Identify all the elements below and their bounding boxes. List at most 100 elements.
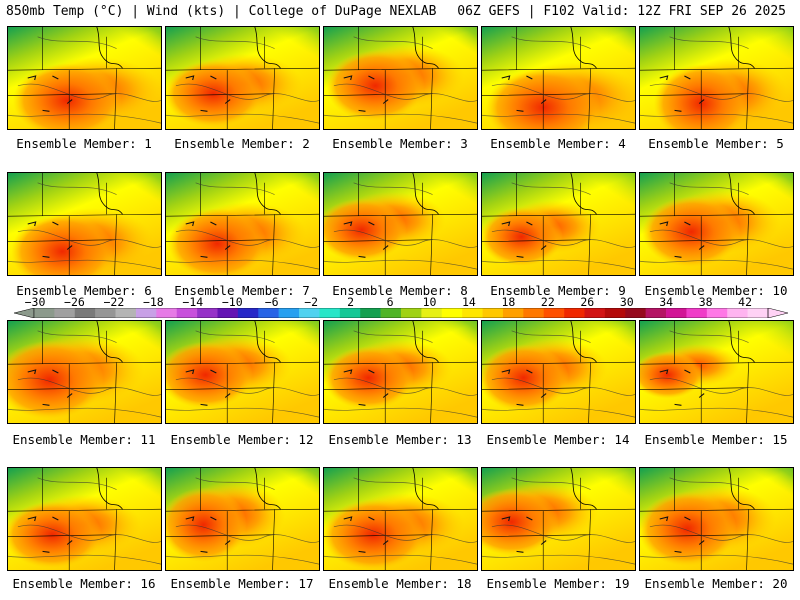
colorbar-tick-label: −2 [304, 295, 319, 309]
colorbar-tick-label: 30 [619, 295, 634, 309]
ensemble-map-8 [323, 172, 478, 276]
colorbar-segment [74, 308, 96, 318]
colorbar-segment [258, 308, 279, 318]
ensemble-member-label-9: Ensemble Member: 9 [490, 283, 626, 298]
colorbar-tick-label: −22 [103, 295, 125, 309]
ensemble-member-label-18: Ensemble Member: 18 [328, 576, 472, 591]
ensemble-map-16 [7, 467, 162, 571]
ensemble-map-15 [639, 320, 794, 424]
temperature-colorbar [14, 308, 788, 318]
colorbar-segment [360, 308, 381, 318]
ensemble-member-label-11: Ensemble Member: 11 [12, 432, 156, 447]
colorbar-segment [482, 308, 504, 318]
ensemble-member-label-8: Ensemble Member: 8 [332, 283, 468, 298]
colorbar-segment [115, 308, 137, 318]
ensemble-map-19 [481, 467, 636, 571]
ensemble-member-label-7: Ensemble Member: 7 [174, 283, 310, 298]
ensemble-member-label-14: Ensemble Member: 14 [486, 432, 630, 447]
colorbar-segment [686, 308, 708, 318]
colorbar-tick-label: −18 [142, 295, 164, 309]
colorbar-tick-label: 18 [501, 295, 516, 309]
ensemble-map-13 [323, 320, 478, 424]
ensemble-map-2 [165, 26, 320, 130]
colorbar-segment [237, 308, 259, 318]
colorbar-tick-label: −14 [182, 295, 204, 309]
colorbar-right-arrow [767, 308, 788, 318]
colorbar-segment [135, 308, 157, 318]
ensemble-member-label-20: Ensemble Member: 20 [644, 576, 788, 591]
ensemble-map-14 [481, 320, 636, 424]
ensemble-map-6 [7, 172, 162, 276]
colorbar-segment [217, 308, 239, 318]
colorbar-segment [666, 308, 687, 318]
colorbar-left-arrow [14, 308, 35, 318]
ensemble-map-4 [481, 26, 636, 130]
colorbar-tick-label: 22 [540, 295, 555, 309]
colorbar-segment [645, 308, 667, 318]
ensemble-member-label-5: Ensemble Member: 5 [648, 136, 784, 151]
ensemble-map-9 [481, 172, 636, 276]
colorbar-tick-label: 38 [698, 295, 713, 309]
colorbar-tick-label: 2 [347, 295, 355, 309]
ensemble-map-20 [639, 467, 794, 571]
colorbar-segment [706, 308, 728, 318]
colorbar-segment [523, 308, 545, 318]
ensemble-map-1 [7, 26, 162, 130]
ensemble-member-label-13: Ensemble Member: 13 [328, 432, 472, 447]
colorbar-segment [421, 308, 443, 318]
ensemble-map-17 [165, 467, 320, 571]
colorbar-segment [197, 308, 218, 318]
ensemble-member-label-10: Ensemble Member: 10 [644, 283, 788, 298]
colorbar-tick-label: −26 [64, 295, 85, 309]
colorbar-tick-label: 10 [422, 295, 437, 309]
colorbar-tick-label: 14 [462, 295, 476, 309]
ensemble-member-label-2: Ensemble Member: 2 [174, 136, 310, 151]
colorbar-segment [441, 308, 463, 318]
colorbar-tick-label: 42 [738, 295, 753, 309]
colorbar-segment [156, 308, 178, 318]
colorbar-tick-label: 6 [386, 295, 394, 309]
colorbar-segment [380, 308, 402, 318]
colorbar-segment [339, 308, 361, 318]
ensemble-map-10 [639, 172, 794, 276]
ensemble-member-label-12: Ensemble Member: 12 [170, 432, 314, 447]
ensemble-member-label-15: Ensemble Member: 15 [644, 432, 788, 447]
colorbar-segment [604, 308, 626, 318]
colorbar-segment [95, 308, 116, 318]
colorbar-segment [727, 308, 748, 318]
colorbar-segment [584, 308, 606, 318]
colorbar-tick-label: 34 [659, 295, 674, 309]
ensemble-member-label-16: Ensemble Member: 16 [12, 576, 156, 591]
colorbar-segment [625, 308, 646, 318]
ensemble-member-label-3: Ensemble Member: 3 [332, 136, 468, 151]
colorbar-segment [462, 308, 483, 318]
ensemble-map-18 [323, 467, 478, 571]
colorbar-segment [564, 308, 585, 318]
ensemble-member-label-19: Ensemble Member: 19 [486, 576, 630, 591]
colorbar-tick-label: −10 [221, 295, 243, 309]
colorbar-segment [319, 308, 341, 318]
map-title: 850mb Temp (°C) | Wind (kts) | College o… [6, 4, 437, 19]
colorbar-segment [34, 308, 55, 318]
ensemble-member-label-17: Ensemble Member: 17 [170, 576, 314, 591]
colorbar-segment [299, 308, 320, 318]
colorbar-segment [747, 308, 769, 318]
colorbar-segment [543, 308, 565, 318]
colorbar-segment [278, 308, 300, 318]
ensemble-map-11 [7, 320, 162, 424]
colorbar-segment [401, 308, 422, 318]
colorbar-segment [176, 308, 198, 318]
colorbar-tick-label: 26 [580, 295, 595, 309]
model-run-info: 06Z GEFS | F102 Valid: 12Z FRI SEP 26 20… [457, 4, 786, 19]
ensemble-member-label-4: Ensemble Member: 4 [490, 136, 626, 151]
ensemble-member-label-6: Ensemble Member: 6 [16, 283, 152, 298]
ensemble-map-7 [165, 172, 320, 276]
colorbar-tick-label: −6 [264, 295, 279, 309]
colorbar-segment [54, 308, 76, 318]
ensemble-member-label-1: Ensemble Member: 1 [16, 136, 152, 151]
ensemble-map-3 [323, 26, 478, 130]
colorbar-segment [502, 308, 524, 318]
colorbar-tick-label: −30 [24, 295, 46, 309]
ensemble-map-12 [165, 320, 320, 424]
ensemble-map-5 [639, 26, 794, 130]
